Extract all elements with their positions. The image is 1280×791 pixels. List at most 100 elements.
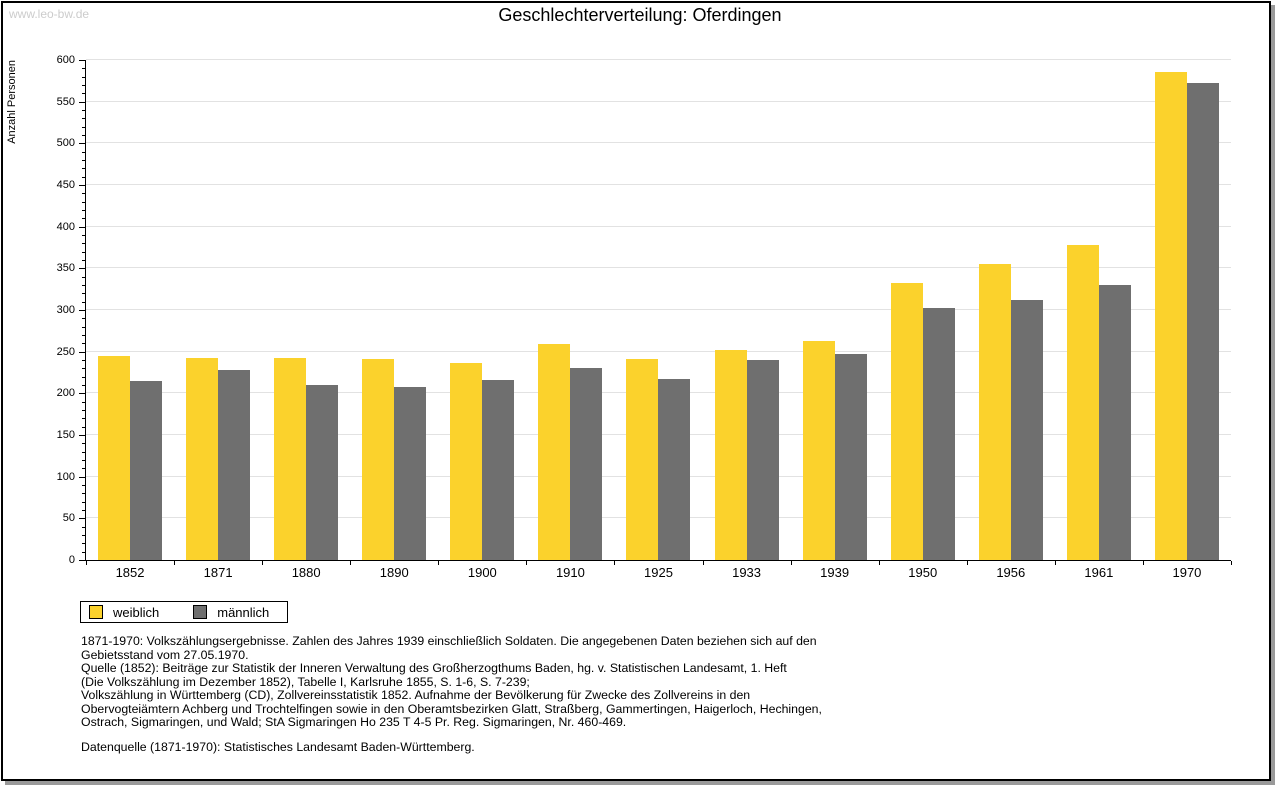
footnote-line: 1871-1970: Volkszählungsergebnisse. Zahl… bbox=[81, 634, 817, 648]
x-axis-boundary-tick bbox=[350, 561, 352, 565]
bar-weiblich-1925 bbox=[626, 359, 659, 560]
bar-männlich-1939 bbox=[834, 354, 867, 560]
gridline-350 bbox=[86, 267, 1231, 269]
x-tick-label-1950: 1950 bbox=[908, 565, 938, 580]
y-tick-label-150: 150 bbox=[56, 429, 75, 441]
x-axis-boundary-tick bbox=[1231, 561, 1232, 565]
y-tick-minor-290 bbox=[82, 318, 85, 320]
y-tick-label-400: 400 bbox=[56, 220, 75, 233]
x-axis-boundary-tick bbox=[966, 561, 968, 565]
bar-männlich-1970 bbox=[1186, 82, 1219, 560]
y-tick-minor-280 bbox=[82, 326, 85, 328]
y-tick-minor-70 bbox=[82, 501, 85, 503]
y-tick-minor-470 bbox=[82, 168, 85, 170]
y-tick-minor-240 bbox=[82, 360, 85, 361]
bar-weiblich-1880 bbox=[274, 357, 307, 560]
y-tick-minor-260 bbox=[82, 343, 85, 345]
y-tick-label-500: 500 bbox=[56, 137, 75, 150]
legend-label-männlich: männlich bbox=[217, 604, 270, 620]
datasource-line: Datenquelle (1871-1970): Statistisches L… bbox=[81, 740, 475, 754]
y-tick-major-550 bbox=[79, 101, 85, 103]
bar-group-1956 bbox=[967, 60, 1055, 560]
plot-area: 0 50 100 150 200 250 300 350 400 450 500 550 600 1852… bbox=[57, 54, 1232, 580]
y-tick-minor-330 bbox=[82, 285, 85, 286]
y-tick-label-0: 0 bbox=[68, 554, 75, 566]
y-tick-minor-10 bbox=[82, 551, 85, 553]
y-tick-minor-460 bbox=[82, 176, 85, 178]
x-tick-label-1880: 1880 bbox=[291, 565, 321, 580]
bar-männlich-1871 bbox=[218, 370, 251, 560]
y-tick-minor-20 bbox=[82, 543, 85, 545]
legend-item-männlich: männlich bbox=[193, 605, 269, 620]
bar-weiblich-1956 bbox=[978, 264, 1011, 560]
footnotes: 1871-1970: Volkszählungsergebnisse. Zahl… bbox=[81, 634, 822, 730]
bar-männlich-1910 bbox=[570, 367, 603, 560]
bar-group-1900 bbox=[438, 60, 526, 560]
bar-weiblich-1852 bbox=[98, 355, 131, 560]
y-tick-minor-340 bbox=[82, 276, 85, 278]
bar-männlich-1950 bbox=[922, 308, 955, 560]
y-tick-major-250 bbox=[79, 351, 85, 353]
footnote-line: (Die Volkszählung im Dezember 1852), Tab… bbox=[81, 674, 530, 689]
y-tick-minor-360 bbox=[82, 260, 85, 261]
bar-weiblich-1900 bbox=[450, 363, 483, 560]
x-tick-label-1871: 1871 bbox=[203, 565, 233, 580]
y-tick-minor-320 bbox=[82, 293, 85, 295]
y-tick-minor-120 bbox=[82, 460, 85, 461]
legend-swatch-weiblich bbox=[89, 605, 103, 619]
bar-männlich-1956 bbox=[1010, 300, 1043, 560]
x-axis-boundary-tick bbox=[174, 561, 176, 565]
bar-weiblich-1933 bbox=[714, 350, 747, 560]
y-tick-minor-220 bbox=[82, 376, 85, 378]
bar-männlich-1890 bbox=[394, 386, 427, 560]
y-tick-minor-310 bbox=[82, 301, 85, 303]
y-tick-minor-520 bbox=[82, 126, 85, 128]
x-tick-label-1961: 1961 bbox=[1084, 565, 1114, 580]
y-tick-major-0 bbox=[79, 560, 85, 561]
y-tick-minor-30 bbox=[82, 535, 85, 536]
y-tick-major-50 bbox=[79, 518, 85, 520]
y-tick-minor-160 bbox=[82, 426, 85, 428]
y-tick-major-450 bbox=[79, 185, 85, 186]
y-tick-minor-580 bbox=[82, 76, 85, 78]
bar-männlich-1925 bbox=[658, 379, 691, 560]
y-tick-minor-590 bbox=[82, 68, 85, 70]
bar-group-1933 bbox=[703, 60, 791, 560]
x-tick-label-1890: 1890 bbox=[379, 565, 409, 580]
x-axis-boundary-tick bbox=[702, 561, 704, 565]
y-tick-minor-510 bbox=[82, 135, 85, 136]
gridline-600 bbox=[86, 59, 1231, 60]
y-tick-major-400 bbox=[79, 226, 85, 228]
bar-weiblich-1890 bbox=[362, 359, 395, 560]
y-tick-minor-230 bbox=[82, 368, 85, 370]
x-axis-boundary-tick bbox=[790, 561, 792, 565]
bar-weiblich-1950 bbox=[890, 282, 923, 560]
bar-weiblich-1970 bbox=[1154, 71, 1187, 560]
bar-männlich-1852 bbox=[130, 380, 163, 560]
y-tick-minor-40 bbox=[82, 526, 85, 528]
y-tick-label-600: 600 bbox=[56, 54, 75, 66]
gridline-250 bbox=[86, 350, 1231, 352]
x-axis-boundary-tick bbox=[86, 561, 87, 565]
y-tick-minor-490 bbox=[82, 151, 85, 153]
y-tick-minor-420 bbox=[82, 210, 85, 211]
y-tick-label-50: 50 bbox=[62, 512, 75, 525]
x-tick-label-1970: 1970 bbox=[1172, 565, 1202, 580]
bar-weiblich-1871 bbox=[186, 358, 219, 560]
y-tick-major-100 bbox=[79, 476, 85, 478]
gridline-550 bbox=[86, 100, 1231, 102]
footnote-line: Obervogteiämtern Achberg und Trochtelfin… bbox=[81, 701, 822, 716]
bar-group-1852 bbox=[86, 60, 174, 560]
bar-group-1925 bbox=[614, 60, 702, 560]
y-tick-minor-80 bbox=[82, 493, 85, 495]
y-tick-minor-190 bbox=[82, 401, 85, 403]
bar-männlich-1933 bbox=[746, 360, 779, 560]
y-tick-minor-540 bbox=[82, 110, 85, 111]
footnote-line: Quelle (1852): Beiträge zur Statistik de… bbox=[81, 661, 787, 675]
y-tick-major-600 bbox=[79, 60, 85, 61]
y-tick-label-200: 200 bbox=[56, 387, 75, 400]
x-tick-label-1910: 1910 bbox=[555, 565, 585, 580]
bar-weiblich-1961 bbox=[1066, 245, 1099, 560]
y-tick-minor-110 bbox=[82, 468, 85, 470]
